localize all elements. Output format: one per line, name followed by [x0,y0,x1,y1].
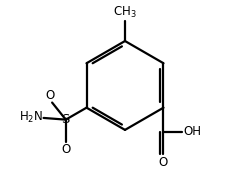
Text: OH: OH [183,125,201,138]
Text: H$_2$N: H$_2$N [18,110,43,126]
Text: O: O [46,89,55,102]
Text: O: O [159,155,168,169]
Text: S: S [62,113,70,126]
Text: O: O [61,143,70,156]
Text: CH$_3$: CH$_3$ [113,4,137,20]
